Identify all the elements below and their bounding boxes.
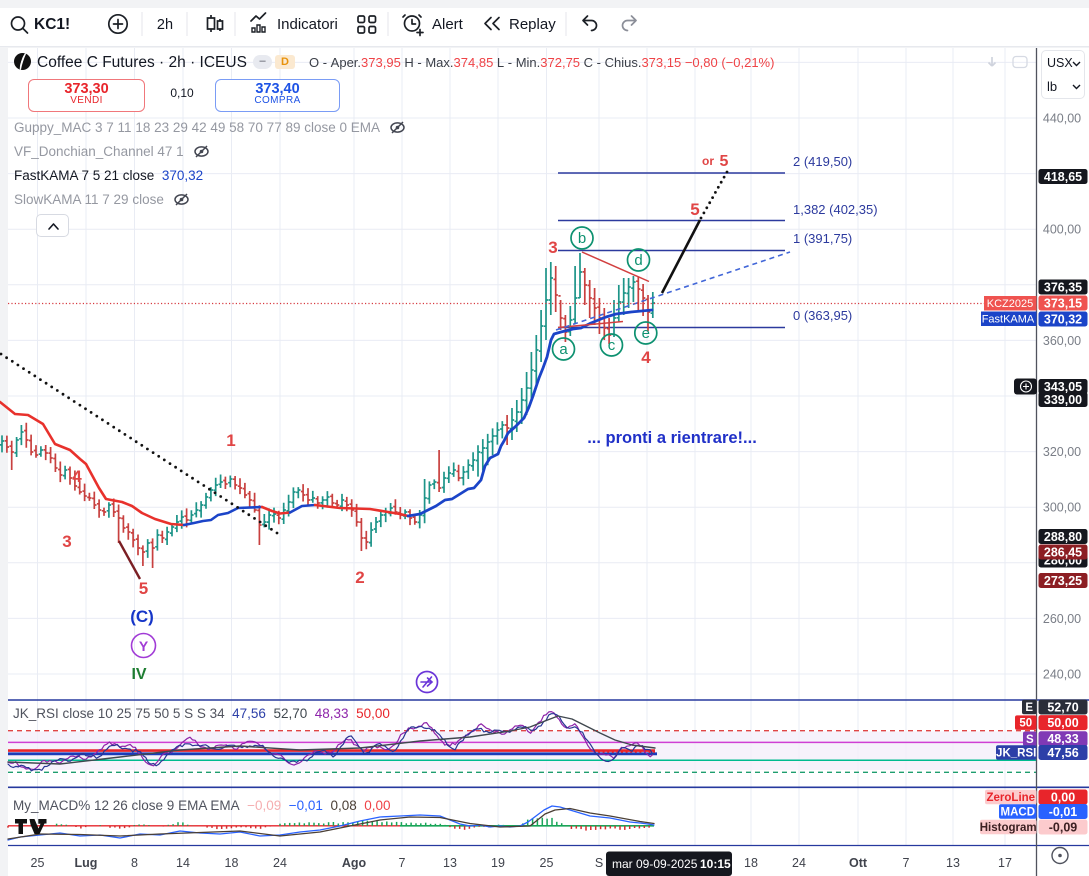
svg-text:339,00: 339,00 — [1044, 393, 1082, 407]
svg-text:0,00: 0,00 — [1051, 790, 1075, 804]
svg-text:IV: IV — [131, 666, 146, 683]
svg-text:-0,09: -0,09 — [1049, 820, 1078, 834]
svg-text:320,00: 320,00 — [1043, 445, 1081, 459]
svg-text:24: 24 — [273, 856, 287, 870]
svg-text:360,00: 360,00 — [1043, 334, 1081, 348]
svg-text:mar 09-09-2025: mar 09-09-2025 — [612, 857, 698, 871]
svg-text:MACD: MACD — [1001, 807, 1036, 819]
svg-text:48,33: 48,33 — [1047, 732, 1078, 746]
svg-text:13: 13 — [946, 856, 960, 870]
svg-text:240,00: 240,00 — [1043, 668, 1081, 682]
svg-text:or: or — [702, 154, 714, 168]
svg-text:7: 7 — [903, 856, 910, 870]
svg-text:Alert: Alert — [432, 16, 464, 33]
svg-text:7: 7 — [399, 856, 406, 870]
svg-text:b: b — [578, 230, 586, 247]
svg-text:3: 3 — [62, 532, 71, 551]
svg-text:FastKAMA: FastKAMA — [982, 314, 1035, 326]
svg-text:Replay: Replay — [509, 16, 556, 33]
svg-text:KC1!: KC1! — [34, 16, 70, 33]
svg-text:2h: 2h — [157, 17, 173, 33]
svg-text:1: 1 — [226, 431, 235, 450]
svg-text:4: 4 — [641, 348, 651, 367]
svg-text:400,00: 400,00 — [1043, 223, 1081, 237]
svg-text:0 (363,95): 0 (363,95) — [793, 308, 852, 323]
svg-text:288,80: 288,80 — [1044, 530, 1082, 544]
svg-text:JK_RSI: JK_RSI — [996, 748, 1036, 760]
svg-text:2: 2 — [355, 568, 364, 587]
svg-text:260,00: 260,00 — [1043, 612, 1081, 626]
svg-text:376,35: 376,35 — [1044, 280, 1082, 294]
svg-text:Lug: Lug — [75, 856, 98, 870]
svg-text:Ott: Ott — [849, 856, 868, 870]
svg-text:18: 18 — [225, 856, 239, 870]
svg-text:47,56: 47,56 — [1047, 746, 1078, 760]
svg-text:Ago: Ago — [342, 856, 367, 870]
svg-text:286,45: 286,45 — [1044, 545, 1082, 559]
svg-text:S: S — [1026, 734, 1034, 746]
svg-text:ZeroLine: ZeroLine — [987, 792, 1036, 804]
svg-text:-0,01: -0,01 — [1049, 805, 1078, 819]
svg-text:25: 25 — [31, 856, 45, 870]
svg-text:(C): (C) — [130, 607, 154, 626]
svg-text:370,32: 370,32 — [1044, 312, 1082, 326]
svg-text:Y: Y — [139, 638, 149, 654]
svg-text:5: 5 — [139, 579, 148, 598]
svg-text:e: e — [642, 325, 650, 342]
svg-text:440,00: 440,00 — [1043, 112, 1081, 126]
svg-text:... pronti a rientrare!...: ... pronti a rientrare!... — [587, 429, 757, 447]
svg-text:1 (391,75): 1 (391,75) — [793, 231, 852, 246]
svg-text:1,382 (402,35): 1,382 (402,35) — [793, 202, 878, 217]
svg-text:24: 24 — [792, 856, 806, 870]
svg-text:10:15: 10:15 — [700, 857, 731, 871]
svg-text:Histogram: Histogram — [980, 822, 1037, 834]
svg-text:52,70: 52,70 — [1047, 700, 1078, 714]
svg-text:273,25: 273,25 — [1044, 574, 1082, 588]
svg-text:18: 18 — [744, 856, 758, 870]
svg-text:d: d — [634, 252, 642, 269]
svg-text:a: a — [559, 341, 568, 358]
svg-text:8: 8 — [131, 856, 138, 870]
svg-text:17: 17 — [998, 856, 1012, 870]
svg-text:19: 19 — [491, 856, 505, 870]
svg-text:5: 5 — [690, 200, 699, 219]
svg-text:25: 25 — [540, 856, 554, 870]
svg-text:4: 4 — [72, 467, 82, 486]
svg-text:50,00: 50,00 — [1047, 716, 1078, 730]
svg-text:50: 50 — [1019, 718, 1032, 730]
svg-text:373,15: 373,15 — [1044, 296, 1082, 310]
svg-text:2 (419,50): 2 (419,50) — [793, 154, 852, 169]
svg-text:KCZ2025: KCZ2025 — [987, 298, 1033, 310]
svg-text:3: 3 — [548, 238, 557, 257]
svg-text:418,65: 418,65 — [1044, 170, 1082, 184]
svg-text:E: E — [1025, 702, 1033, 714]
svg-text:13: 13 — [443, 856, 457, 870]
svg-text:S: S — [595, 856, 603, 870]
svg-text:343,05: 343,05 — [1044, 380, 1082, 394]
svg-text:300,00: 300,00 — [1043, 501, 1081, 515]
svg-text:c: c — [608, 337, 616, 354]
svg-text:14: 14 — [176, 856, 190, 870]
svg-text:5: 5 — [720, 153, 729, 170]
svg-text:Indicatori: Indicatori — [277, 16, 338, 33]
